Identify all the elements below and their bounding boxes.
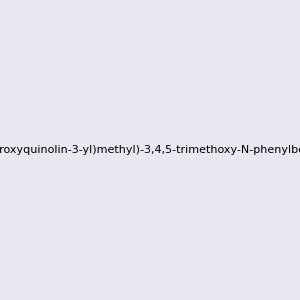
Text: N-((2-hydroxyquinolin-3-yl)methyl)-3,4,5-trimethoxy-N-phenylbenzamide: N-((2-hydroxyquinolin-3-yl)methyl)-3,4,5… — [0, 145, 300, 155]
